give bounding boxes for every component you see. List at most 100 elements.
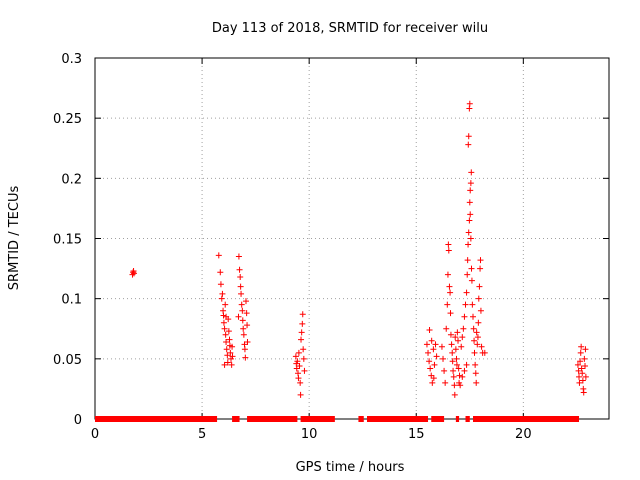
data-point	[477, 257, 484, 264]
data-point	[425, 349, 432, 356]
y-tick-label: 0.2	[61, 172, 82, 187]
data-point	[295, 349, 302, 356]
data-point	[429, 379, 436, 386]
data-point	[465, 241, 472, 248]
data-point	[447, 289, 454, 296]
data-point	[218, 295, 225, 302]
data-point	[299, 311, 306, 318]
data-point	[229, 353, 236, 360]
data-point	[467, 187, 474, 194]
data-point	[582, 363, 589, 370]
data-point	[463, 361, 470, 368]
data-point	[298, 329, 305, 336]
data-point	[242, 298, 249, 305]
data-point	[475, 319, 482, 326]
data-point	[577, 358, 584, 365]
x-tick-label: 15	[408, 427, 425, 442]
data-point	[576, 373, 583, 380]
data-point	[244, 338, 251, 345]
data-point	[450, 367, 457, 374]
data-point	[432, 341, 439, 348]
zero-value-run	[95, 416, 218, 422]
data-point	[223, 313, 230, 320]
data-point	[464, 257, 471, 264]
data-point	[466, 100, 473, 107]
data-point	[578, 365, 585, 372]
data-point	[577, 349, 584, 356]
data-point	[300, 346, 307, 353]
data-point	[239, 307, 246, 314]
data-point	[453, 361, 460, 368]
data-point	[476, 283, 483, 290]
data-point	[443, 325, 450, 332]
data-point	[582, 373, 589, 380]
data-point	[474, 334, 481, 341]
data-point	[242, 354, 249, 361]
data-point	[438, 343, 445, 350]
data-point	[452, 334, 459, 341]
x-tick-label: 0	[91, 427, 99, 442]
zero-value-run	[232, 416, 240, 422]
data-point	[221, 325, 228, 332]
axis-ticks: 0 5 10 15 20 0 0.05 0.1 0.15 0.2 0.25 0.3	[53, 52, 609, 442]
zero-value-run	[455, 416, 460, 422]
data-point	[465, 141, 472, 148]
data-point	[235, 313, 242, 320]
data-point	[238, 290, 245, 297]
data-point	[462, 301, 469, 308]
data-point	[223, 338, 230, 345]
data-point	[237, 274, 244, 281]
data-point	[452, 346, 459, 353]
data-point	[222, 301, 229, 308]
data-point	[461, 313, 468, 320]
data-point	[130, 270, 137, 277]
data-point	[224, 359, 231, 366]
data-point	[225, 328, 232, 335]
data-point	[475, 295, 482, 302]
data-point	[579, 370, 586, 377]
data-point	[237, 283, 244, 290]
zero-value-run	[358, 416, 364, 422]
data-point	[430, 346, 437, 353]
data-point	[244, 322, 251, 329]
data-point	[240, 331, 247, 338]
data-point	[469, 301, 476, 308]
data-point	[454, 329, 461, 336]
data-point	[220, 312, 227, 319]
y-tick-label: 0.05	[53, 353, 82, 368]
data-point	[217, 269, 224, 276]
data-point	[470, 325, 477, 332]
zero-value-run	[431, 416, 445, 422]
x-tick-label: 5	[198, 427, 206, 442]
data-point	[296, 363, 303, 370]
y-tick-label: 0	[74, 413, 82, 428]
data-point	[473, 379, 480, 386]
data-point	[473, 329, 480, 336]
data-point	[466, 217, 473, 224]
data-point	[468, 277, 475, 284]
data-point	[433, 353, 440, 360]
data-point	[239, 317, 246, 324]
data-point	[451, 391, 458, 398]
data-point	[215, 252, 222, 259]
data-point	[243, 310, 250, 317]
data-point	[456, 372, 463, 379]
data-point	[222, 331, 229, 338]
data-point	[227, 349, 234, 356]
zero-value-run	[473, 416, 580, 422]
data-point	[300, 355, 307, 362]
data-point	[455, 365, 462, 372]
data-point	[220, 319, 227, 326]
data-point	[465, 229, 472, 236]
data-point	[440, 355, 447, 362]
data-point	[219, 290, 226, 297]
data-point	[238, 301, 245, 308]
data-point	[444, 271, 451, 278]
data-point	[580, 389, 587, 396]
data-point	[579, 377, 586, 384]
y-tick-label: 0.3	[61, 52, 82, 67]
data-point	[463, 289, 470, 296]
data-point	[428, 337, 435, 344]
data-point	[457, 382, 464, 389]
